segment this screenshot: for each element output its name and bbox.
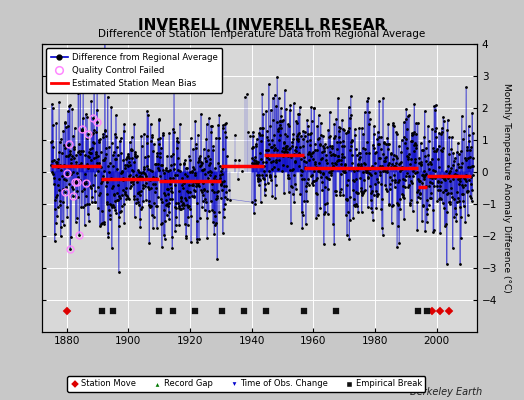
Text: Difference of Station Temperature Data from Regional Average: Difference of Station Temperature Data f… [99,29,425,39]
Text: INVERELL (INVERELL RESEAR: INVERELL (INVERELL RESEAR [138,18,386,33]
Text: Berkeley Earth: Berkeley Earth [410,387,482,397]
Y-axis label: Monthly Temperature Anomaly Difference (°C): Monthly Temperature Anomaly Difference (… [502,83,511,293]
Legend: Station Move, Record Gap, Time of Obs. Change, Empirical Break: Station Move, Record Gap, Time of Obs. C… [67,376,425,392]
Legend: Difference from Regional Average, Quality Control Failed, Estimated Station Mean: Difference from Regional Average, Qualit… [46,48,222,92]
